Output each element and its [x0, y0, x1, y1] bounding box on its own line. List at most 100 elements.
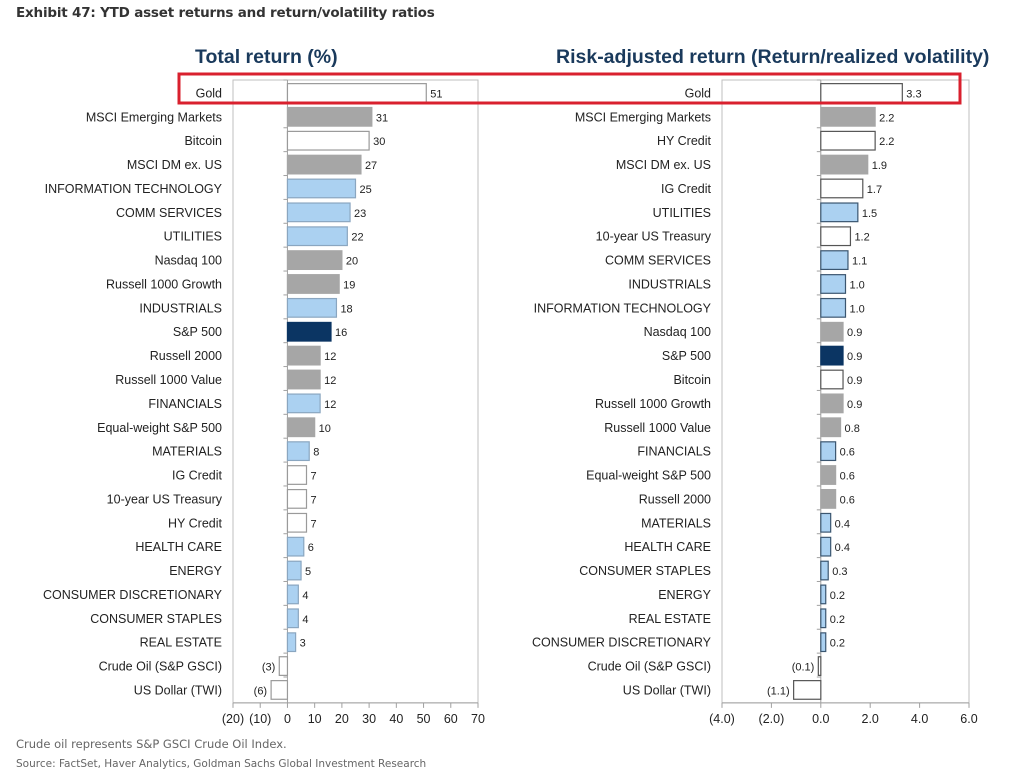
value-label: 22 — [351, 232, 363, 244]
category-label: IG Credit — [172, 469, 223, 483]
category-label: Equal-weight S&P 500 — [97, 421, 222, 435]
bar — [820, 393, 844, 414]
value-label: 51 — [430, 88, 442, 100]
bar — [286, 202, 351, 223]
value-label: 0.3 — [832, 566, 847, 578]
value-label: 5 — [305, 566, 311, 578]
bar — [286, 297, 338, 318]
value-label: 0.6 — [840, 494, 855, 506]
category-label: Crude Oil (S&P GSCI) — [588, 660, 711, 674]
bar — [286, 584, 299, 605]
value-label: 1.7 — [867, 184, 882, 196]
category-label: INFORMATION TECHNOLOGY — [45, 182, 223, 196]
value-label: 2.2 — [879, 136, 894, 148]
value-label: (0.1) — [792, 662, 815, 674]
bar — [286, 465, 308, 485]
category-label: HEALTH CARE — [624, 540, 711, 554]
value-label: 0.6 — [840, 471, 855, 483]
category-label: COMM SERVICES — [116, 206, 222, 220]
bar — [820, 154, 869, 175]
value-label: 30 — [373, 136, 385, 148]
value-label: (1.1) — [767, 685, 790, 697]
category-label: Russell 1000 Value — [604, 421, 711, 435]
bar — [286, 106, 373, 127]
category-label: COMM SERVICES — [605, 254, 711, 268]
bar — [820, 321, 844, 342]
bar — [820, 465, 837, 485]
category-label: Gold — [196, 86, 222, 100]
value-label: 3 — [300, 638, 306, 650]
category-label: Bitcoin — [673, 373, 711, 387]
category-label: Bitcoin — [184, 134, 222, 148]
bar — [286, 274, 340, 294]
value-label: 31 — [376, 112, 388, 124]
value-label: 27 — [365, 160, 377, 172]
x-tick-label: (4.0) — [709, 712, 735, 726]
value-label: 8 — [313, 447, 319, 459]
value-label: 0.2 — [830, 614, 845, 626]
bar — [286, 393, 321, 414]
value-label: 6 — [308, 542, 314, 554]
bar — [820, 512, 832, 533]
bar — [820, 417, 842, 438]
x-tick-label: 20 — [335, 712, 349, 726]
category-label: Nasdaq 100 — [155, 254, 222, 268]
value-label: 23 — [354, 208, 366, 220]
bar — [286, 632, 297, 653]
bar — [286, 441, 310, 462]
total-return-title: Total return (%) — [195, 46, 338, 68]
value-label: 2.2 — [879, 112, 894, 124]
bar — [820, 202, 859, 223]
category-label: INDUSTRIALS — [139, 301, 222, 315]
bar — [286, 345, 321, 366]
x-tick-label: 2.0 — [862, 712, 879, 726]
category-label: REAL ESTATE — [140, 636, 222, 650]
value-label: 20 — [346, 256, 358, 268]
footnote-crude-oil: Crude oil represents S&P GSCI Crude Oil … — [16, 737, 287, 751]
category-label: CONSUMER DISCRETIONARY — [532, 636, 712, 650]
value-label: 0.8 — [845, 423, 860, 435]
bar — [820, 226, 852, 247]
x-tick-label: 10 — [308, 712, 322, 726]
risk-adjusted-chart: Gold 3.3 MSCI Emerging Markets 2.2 HY Credit… — [532, 79, 978, 726]
category-label: Russell 2000 — [639, 492, 711, 506]
category-label: Equal-weight S&P 500 — [586, 469, 711, 483]
category-label: IG Credit — [661, 182, 712, 196]
category-label: INFORMATION TECHNOLOGY — [534, 301, 712, 315]
exhibit-title: Exhibit 47: YTD asset returns and return… — [16, 5, 435, 21]
footnote-source: Source: FactSet, Haver Analytics, Goldma… — [16, 758, 427, 770]
value-label: 7 — [311, 494, 317, 506]
x-tick-label: 30 — [362, 712, 376, 726]
x-tick-label: 0.0 — [812, 712, 829, 726]
value-label: 1.5 — [862, 208, 877, 220]
bar — [286, 178, 357, 199]
bar — [820, 106, 876, 127]
bar — [286, 130, 370, 151]
bar — [286, 560, 302, 581]
category-label: UTILITIES — [653, 206, 711, 220]
category-label: Russell 1000 Growth — [106, 277, 222, 291]
category-label: CONSUMER STAPLES — [579, 564, 711, 578]
bar — [820, 130, 876, 151]
category-label: MSCI DM ex. US — [127, 158, 222, 172]
bar — [820, 536, 832, 557]
category-label: MSCI Emerging Markets — [575, 110, 711, 124]
category-label: CONSUMER DISCRETIONARY — [43, 588, 223, 602]
value-label: 1.0 — [850, 303, 865, 315]
bar — [286, 417, 316, 438]
category-label: 10-year US Treasury — [107, 492, 223, 506]
x-tick-label: 60 — [444, 712, 458, 726]
value-label: 1.1 — [852, 256, 867, 268]
value-label: 4 — [302, 590, 308, 602]
category-label: MATERIALS — [152, 445, 222, 459]
value-label: 4 — [302, 614, 308, 626]
bar — [820, 274, 847, 294]
category-label: Nasdaq 100 — [644, 325, 711, 339]
value-label: 0.9 — [847, 351, 862, 363]
category-label: ENERGY — [169, 564, 222, 578]
category-label: MSCI Emerging Markets — [86, 110, 222, 124]
x-tick-label: (2.0) — [759, 712, 785, 726]
x-tick-label: 6.0 — [960, 712, 977, 726]
x-tick-label: 50 — [417, 712, 431, 726]
